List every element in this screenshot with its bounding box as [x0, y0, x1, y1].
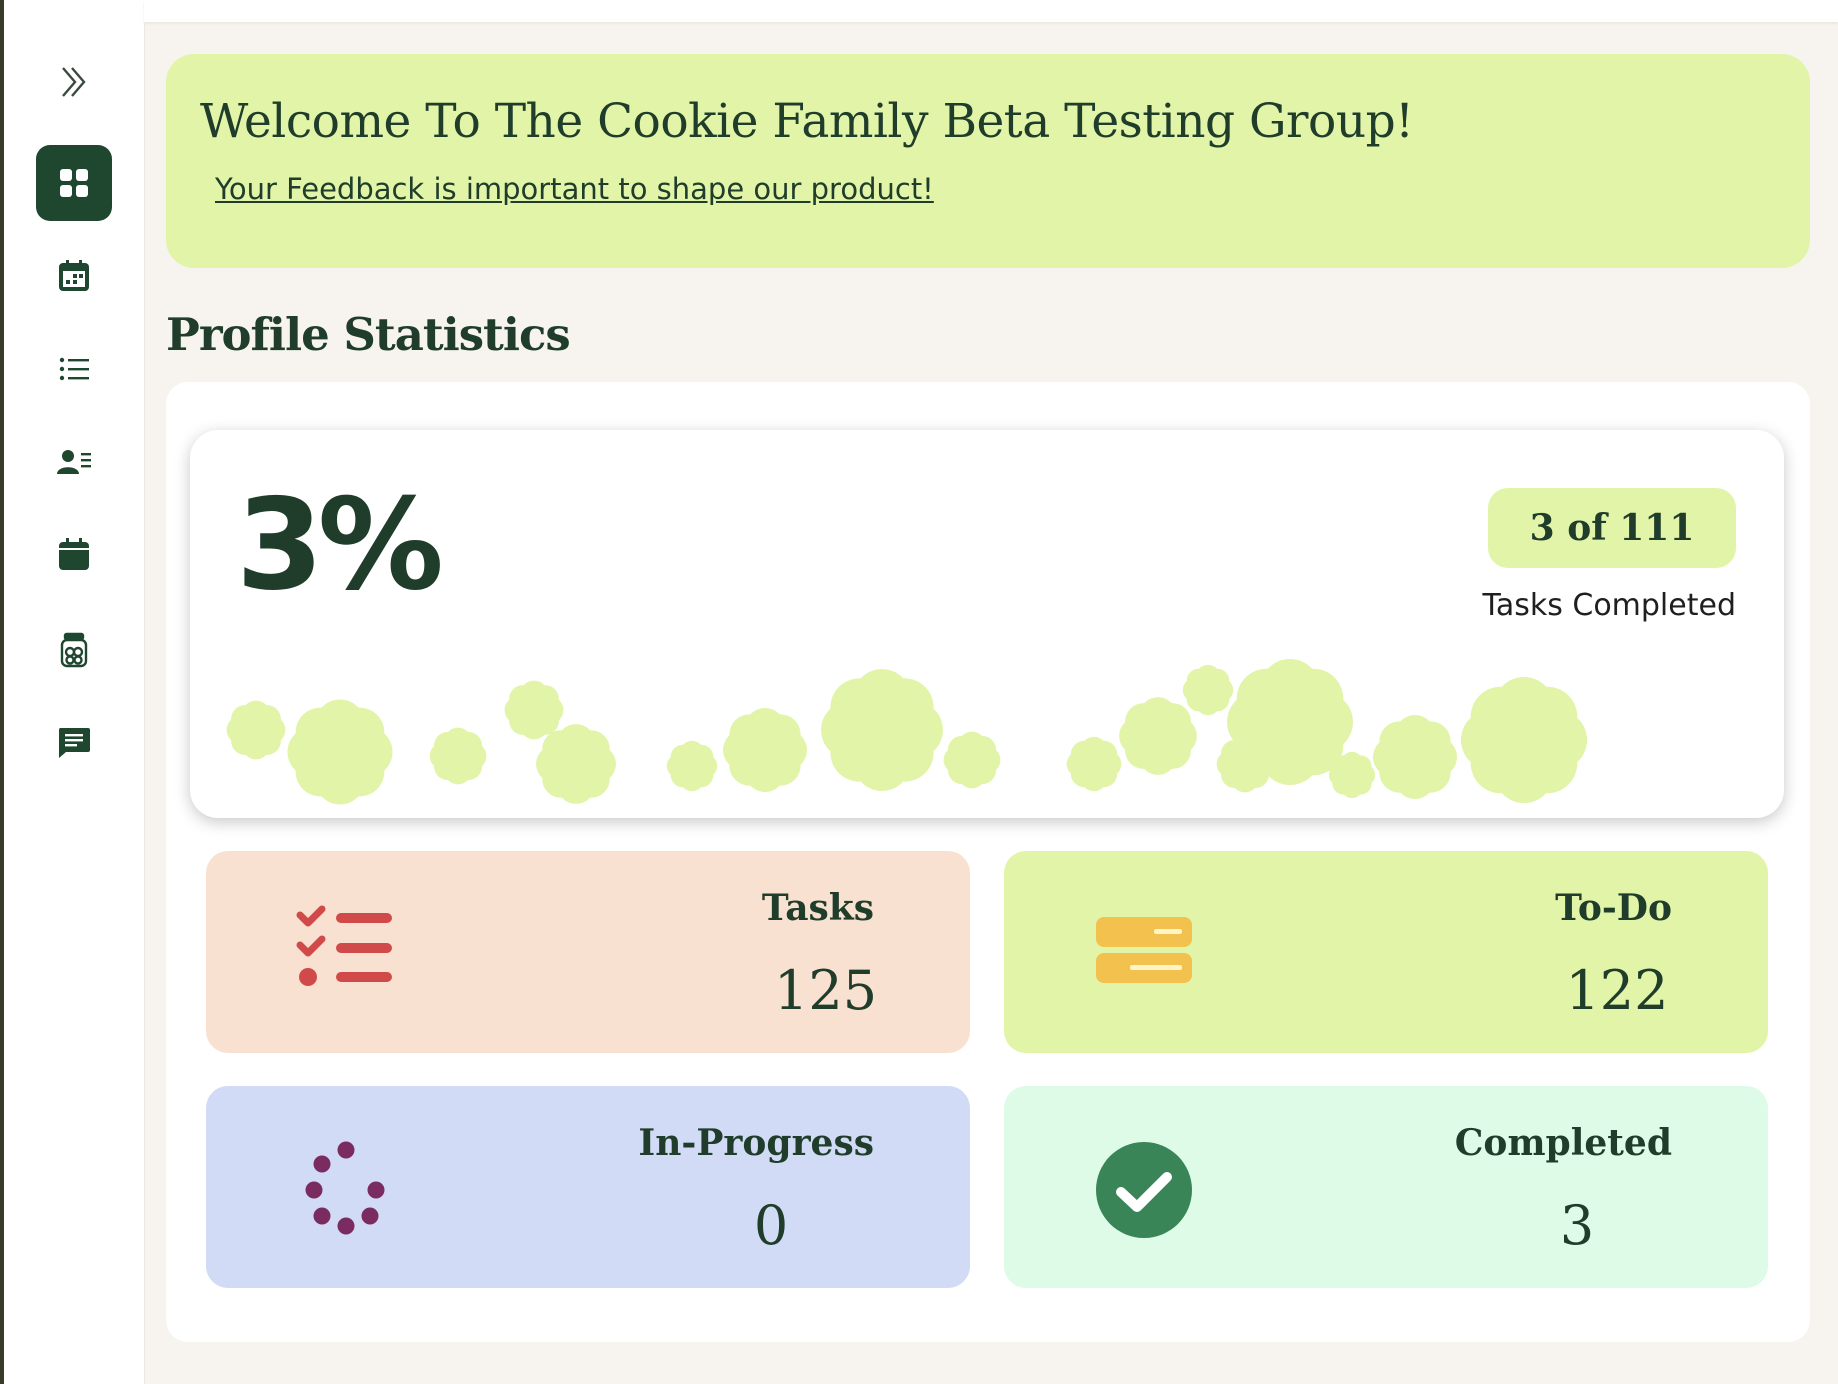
- completed-value: 3: [1559, 1194, 1595, 1257]
- cookie-blob: [1182, 664, 1234, 716]
- double-chevron-right-icon: [62, 67, 86, 97]
- cookie-blob: [1328, 751, 1376, 799]
- cookie-blob: [1119, 697, 1197, 775]
- completed-card-label: Completed: [1454, 1122, 1672, 1164]
- cookie-blob: [723, 708, 807, 792]
- checklist-icon: [296, 905, 392, 986]
- cookie-jar-icon: [60, 632, 88, 668]
- in-progress-label: In-Progress: [638, 1122, 874, 1164]
- chat-icon: [58, 728, 90, 758]
- cookie-blob: [821, 669, 943, 791]
- sidebar: [4, 0, 144, 1384]
- cookie-blob: [1066, 736, 1122, 792]
- cookie-blob: [1227, 659, 1353, 785]
- welcome-banner: Welcome To The Cookie Family Beta Testin…: [166, 54, 1810, 268]
- banner-title: Welcome To The Cookie Family Beta Testin…: [200, 94, 1414, 149]
- window-edge: [0, 0, 4, 1384]
- tasks-card[interactable]: Tasks 125: [206, 851, 970, 1053]
- todo-label: To-Do: [1555, 887, 1672, 929]
- tasks-value: 125: [774, 959, 878, 1022]
- top-bar: [144, 0, 1838, 22]
- sidebar-item-schedule[interactable]: [36, 517, 112, 593]
- calendar-icon: [59, 260, 89, 291]
- section-title: Profile Statistics: [166, 308, 571, 361]
- completed-label: Tasks Completed: [1482, 588, 1736, 623]
- sidebar-item-cookie-jar[interactable]: [36, 612, 112, 688]
- cookie-blob: [1373, 715, 1457, 799]
- cookie-blob: [536, 724, 616, 804]
- grid-icon: [60, 169, 88, 197]
- check-circle-icon: [1096, 1142, 1192, 1238]
- calendar-filled-icon: [59, 538, 89, 570]
- tasks-label: Tasks: [761, 887, 874, 929]
- cookie-blob: [666, 740, 718, 792]
- list-icon: [59, 357, 89, 381]
- completion-hero-card: 3% 3 of 111 Tasks Completed: [190, 430, 1784, 818]
- sidebar-item-feedback[interactable]: [36, 705, 112, 781]
- todo-card[interactable]: To-Do 122: [1004, 851, 1768, 1053]
- statistics-panel: 3% 3 of 111 Tasks Completed Tasks 125 To…: [166, 382, 1810, 1342]
- sidebar-item-list[interactable]: [36, 331, 112, 407]
- loading-dots-icon: [305, 1141, 385, 1235]
- todo-stack-icon: [1096, 917, 1192, 983]
- cookie-blob: [1461, 677, 1587, 803]
- cookie-blob: [226, 700, 286, 760]
- contact-card-icon: [57, 450, 91, 474]
- cookie-blob: [287, 699, 393, 805]
- completed-ratio-badge: 3 of 111: [1488, 488, 1736, 568]
- completed-card[interactable]: Completed 3: [1004, 1086, 1768, 1288]
- cookie-blob: [943, 731, 1001, 789]
- sidebar-item-calendar[interactable]: [36, 238, 112, 314]
- expand-sidebar-button[interactable]: [36, 44, 112, 120]
- cookie-blob: [429, 727, 487, 785]
- completion-percent: 3%: [236, 471, 444, 618]
- cookie-blob: [504, 680, 564, 740]
- cookie-blobs-decoration: [226, 659, 1587, 805]
- todo-value: 122: [1565, 959, 1669, 1022]
- sidebar-item-contacts[interactable]: [36, 424, 112, 500]
- in-progress-value: 0: [753, 1194, 789, 1257]
- sidebar-item-dashboard[interactable]: [36, 145, 112, 221]
- in-progress-card[interactable]: In-Progress 0: [206, 1086, 970, 1288]
- feedback-link[interactable]: Your Feedback is important to shape our …: [215, 172, 934, 206]
